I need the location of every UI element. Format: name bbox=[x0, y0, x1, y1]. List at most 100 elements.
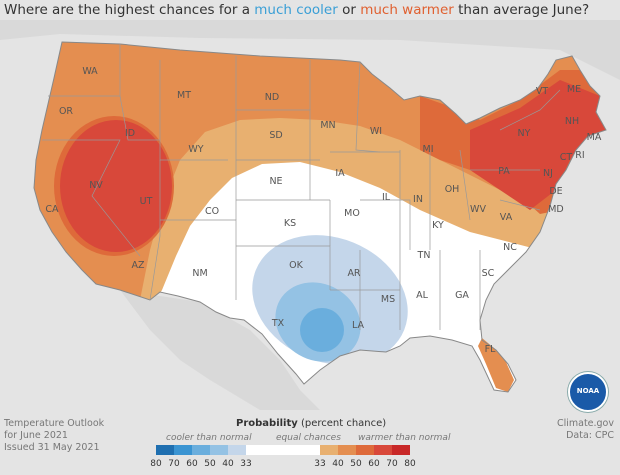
canada-land bbox=[0, 20, 620, 80]
legend-warm-swatch-2 bbox=[356, 445, 374, 455]
legend-equal-swatch bbox=[246, 445, 320, 455]
state-label-il: IL bbox=[382, 192, 391, 203]
state-label-mn: MN bbox=[320, 120, 335, 131]
state-label-ut: UT bbox=[140, 196, 153, 207]
state-label-ne: NE bbox=[269, 176, 282, 187]
legend-title: Probability (percent chance) bbox=[236, 418, 386, 429]
legend-cool-tick: 60 bbox=[186, 459, 198, 469]
legend-equal-label: equal chances bbox=[276, 433, 341, 443]
state-label-ks: KS bbox=[284, 218, 296, 229]
state-label-wa: WA bbox=[82, 66, 98, 77]
legend-cool-swatch-1 bbox=[174, 445, 192, 455]
state-label-nh: NH bbox=[565, 116, 579, 127]
state-label-ri: RI bbox=[575, 150, 584, 161]
state-label-nc: NC bbox=[503, 242, 517, 253]
state-label-ma: MA bbox=[587, 132, 602, 143]
legend-warm-tick: 60 bbox=[368, 459, 380, 469]
state-label-fl: FL bbox=[485, 344, 496, 355]
state-label-ga: GA bbox=[455, 290, 469, 301]
legend-warm-tick: 40 bbox=[332, 459, 344, 469]
state-label-ok: OK bbox=[289, 260, 303, 271]
state-label-ca: CA bbox=[45, 204, 59, 215]
state-label-nm: NM bbox=[192, 268, 207, 279]
state-label-nj: NJ bbox=[543, 168, 553, 179]
state-label-wv: WV bbox=[470, 204, 486, 215]
map-title: Where are the highest chances for a much… bbox=[4, 2, 589, 18]
noaa-logo: NOAA bbox=[568, 372, 608, 412]
state-label-mt: MT bbox=[177, 90, 191, 101]
state-label-me: ME bbox=[567, 84, 581, 95]
legend-cool-swatch-0 bbox=[156, 445, 174, 455]
state-label-sd: SD bbox=[269, 130, 282, 141]
legend-warm-tick: 80 bbox=[404, 459, 416, 469]
legend-warm-swatch-3 bbox=[374, 445, 392, 455]
legend-cool-tick: 50 bbox=[204, 459, 216, 469]
state-label-de: DE bbox=[549, 186, 562, 197]
state-label-az: AZ bbox=[131, 260, 144, 271]
title-warmer: much warmer bbox=[360, 2, 454, 18]
state-label-tx: TX bbox=[271, 318, 285, 329]
legend-warm-tick: 50 bbox=[350, 459, 362, 469]
state-label-or: OR bbox=[59, 106, 73, 117]
legend-color-bar bbox=[156, 445, 410, 455]
legend-cool-tick: 33 bbox=[240, 459, 252, 469]
warm-60-70-west bbox=[60, 120, 172, 252]
credit-data-source: Data: CPC bbox=[566, 430, 614, 441]
warm-60-70-northeast bbox=[470, 80, 606, 210]
state-label-ar: AR bbox=[347, 268, 360, 279]
florida-warm bbox=[478, 338, 514, 392]
noaa-logo-text: NOAA bbox=[576, 387, 600, 395]
legend-warm-swatch-1 bbox=[338, 445, 356, 455]
state-labels: WA OR CA NV ID MT WY UT AZ CO NM ND SD N… bbox=[45, 66, 601, 355]
state-label-in: IN bbox=[413, 194, 423, 205]
legend-warm-tick: 70 bbox=[386, 459, 398, 469]
title-cooler: much cooler bbox=[254, 2, 338, 18]
state-label-nd: ND bbox=[265, 92, 279, 103]
legend-cool-tick: 80 bbox=[150, 459, 162, 469]
state-label-pa: PA bbox=[498, 166, 510, 177]
legend-warmer-label: warmer than normal bbox=[358, 433, 451, 443]
outlook-title: Temperature Outlook bbox=[4, 418, 105, 429]
credit-climate-gov: Climate.gov bbox=[556, 418, 614, 429]
state-label-la: LA bbox=[352, 320, 365, 331]
state-label-md: MD bbox=[548, 204, 564, 215]
legend-warm-tick: 33 bbox=[314, 459, 326, 469]
state-label-ny: NY bbox=[518, 128, 531, 139]
us-outline bbox=[33, 41, 607, 393]
state-label-ky: KY bbox=[432, 220, 444, 231]
state-label-id: ID bbox=[125, 128, 135, 139]
legend-title-bold: Probability bbox=[236, 418, 298, 429]
state-label-nv: NV bbox=[89, 180, 103, 191]
state-label-co: CO bbox=[205, 206, 219, 217]
legend-cool-swatch-3 bbox=[210, 445, 228, 455]
state-label-mi: MI bbox=[423, 144, 434, 155]
outlook-info: Temperature Outlook for June 2021 Issued… bbox=[4, 418, 104, 454]
legend-cool-swatch-2 bbox=[192, 445, 210, 455]
legend-cool-tick: 70 bbox=[168, 459, 180, 469]
state-label-ia: IA bbox=[335, 168, 345, 179]
credits: Climate.gov Data: CPC bbox=[557, 418, 614, 442]
legend-warm-swatch-4 bbox=[392, 445, 410, 455]
legend-cool-swatch-4 bbox=[228, 445, 246, 455]
state-borders bbox=[42, 44, 561, 330]
state-label-vt: VT bbox=[536, 86, 548, 97]
cool-50-60-region bbox=[300, 308, 344, 352]
state-label-va: VA bbox=[500, 212, 513, 223]
title-prefix: Where are the highest chances for a bbox=[4, 2, 255, 18]
legend-cooler-label: cooler than normal bbox=[166, 433, 252, 443]
outlook-period: for June 2021 bbox=[4, 430, 68, 441]
outlook-issued: Issued 31 May 2021 bbox=[4, 442, 100, 453]
state-label-tn: TN bbox=[417, 250, 431, 261]
state-label-sc: SC bbox=[482, 268, 495, 279]
state-label-wy: WY bbox=[188, 144, 203, 155]
title-middle: or bbox=[337, 2, 361, 18]
title-suffix: than average June? bbox=[453, 2, 590, 18]
legend-cool-tick: 40 bbox=[222, 459, 234, 469]
state-label-ct: CT bbox=[560, 152, 573, 163]
state-label-oh: OH bbox=[445, 184, 460, 195]
legend-warm-swatch-0 bbox=[320, 445, 338, 455]
state-label-mo: MO bbox=[344, 208, 360, 219]
state-label-al: AL bbox=[416, 290, 428, 301]
legend-title-rest: (percent chance) bbox=[297, 418, 387, 429]
